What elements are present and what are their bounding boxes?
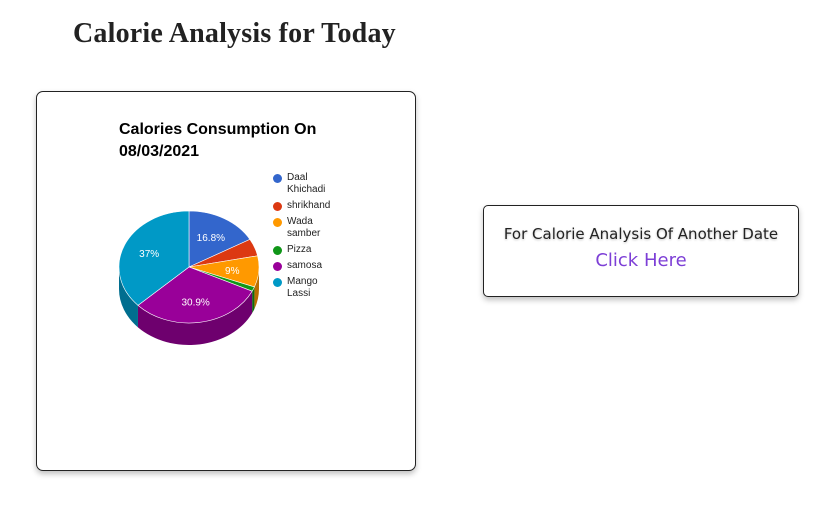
legend-label: Wada xyxy=(287,216,313,227)
legend-label: shrikhand xyxy=(287,200,331,211)
another-date-text: For Calorie Analysis Of Another Date xyxy=(503,225,779,243)
legend-swatch xyxy=(273,174,282,183)
chart-legend: Daal Khichadi shrikhand Wada samber Pizza samo… xyxy=(273,172,373,304)
legend-label: Khichadi xyxy=(287,184,326,195)
legend-item[interactable]: Pizza xyxy=(273,244,373,256)
legend-item[interactable]: Mango Lassi xyxy=(273,276,373,300)
pie-slice-daal-khichadi[interactable] xyxy=(188,210,251,268)
legend-item[interactable]: shrikhand xyxy=(273,200,373,212)
legend-swatch xyxy=(273,262,282,271)
pie-data-label: 16.8% xyxy=(197,233,225,244)
pie-side-4 xyxy=(137,291,253,345)
legend-label: samber xyxy=(287,228,321,239)
pie-slice-samosa[interactable] xyxy=(137,266,253,324)
chart-card: 16.8% 9% 30.9% 37% Calories Consumption On … xyxy=(36,91,416,471)
legend-swatch xyxy=(273,202,282,211)
legend-label: Pizza xyxy=(287,244,312,255)
legend-label: samosa xyxy=(287,260,323,271)
legend-item[interactable]: samosa xyxy=(273,260,373,272)
legend-swatch xyxy=(273,218,282,227)
chart-title: Calories Consumption On 08/03/2021 xyxy=(119,119,349,163)
legend-item[interactable]: Daal Khichadi xyxy=(273,172,373,196)
legend-label: Daal xyxy=(287,172,308,183)
pie-data-label: 30.9% xyxy=(181,297,209,308)
pie-data-label: 37% xyxy=(139,249,159,260)
legend-label: Lassi xyxy=(287,288,311,299)
pie-slice-mango-lassi[interactable] xyxy=(118,210,190,306)
click-here-link[interactable]: Click Here xyxy=(595,250,687,271)
page-title: Calorie Analysis for Today xyxy=(73,18,396,49)
another-date-card: For Calorie Analysis Of Another Date Cli… xyxy=(483,205,799,297)
pie-chart: 16.8% 9% 30.9% 37% xyxy=(118,210,260,345)
legend-item[interactable]: Wada samber xyxy=(273,216,373,240)
pie-side-3 xyxy=(252,286,255,314)
pie-data-label: 9% xyxy=(225,266,240,277)
legend-swatch xyxy=(273,246,282,255)
chart-title-line-1: Calories Consumption On xyxy=(119,121,317,138)
chart-title-line-2: 08/03/2021 xyxy=(119,143,200,160)
legend-label: Mango xyxy=(287,276,318,287)
legend-swatch xyxy=(273,278,282,287)
pie-side-5 xyxy=(119,267,138,328)
